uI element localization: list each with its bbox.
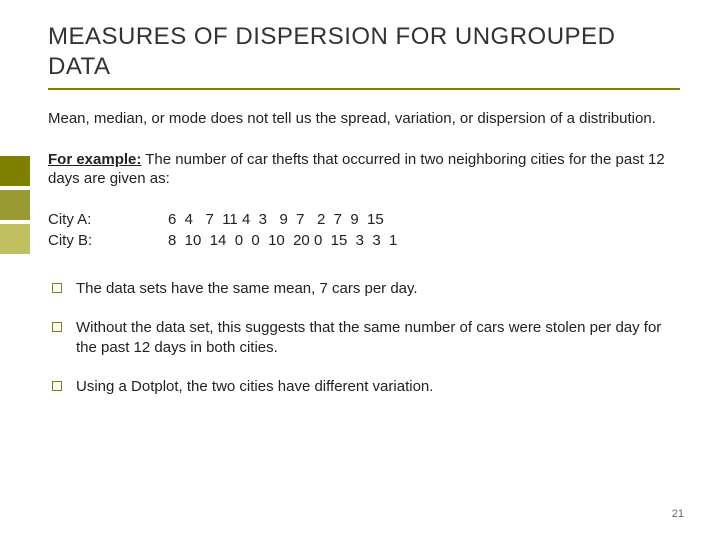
example-paragraph: For example: The number of car thefts th… (48, 151, 680, 189)
list-item: Using a Dotplot, the two cities have dif… (52, 377, 680, 397)
data-values-b: 8 10 14 0 0 10 20 0 15 3 3 1 (168, 231, 397, 251)
data-label-a: City A: (48, 210, 168, 230)
page-title: MEASURES OF DISPERSION FOR UNGROUPED DAT… (48, 22, 680, 82)
bullet-text: Using a Dotplot, the two cities have dif… (76, 377, 433, 397)
data-row-a: City A: 6 4 7 11 4 3 9 7 2 7 9 15 (48, 210, 680, 230)
page-number: 21 (672, 508, 684, 520)
list-item: Without the data set, this suggests that… (52, 318, 680, 357)
data-block: City A: 6 4 7 11 4 3 9 7 2 7 9 15 City B… (48, 210, 680, 251)
title-underline (48, 88, 680, 90)
bullet-list: The data sets have the same mean, 7 cars… (48, 279, 680, 397)
data-values-a: 6 4 7 11 4 3 9 7 2 7 9 15 (168, 210, 384, 230)
data-row-b: City B: 8 10 14 0 0 10 20 0 15 3 3 1 (48, 231, 680, 251)
example-text: The number of car thefts that occurred i… (48, 151, 665, 187)
bullet-text: Without the data set, this suggests that… (76, 318, 680, 357)
data-label-b: City B: (48, 231, 168, 251)
intro-paragraph: Mean, median, or mode does not tell us t… (48, 110, 680, 129)
square-bullet-icon (52, 381, 62, 391)
sidebar-block (0, 156, 30, 186)
list-item: The data sets have the same mean, 7 cars… (52, 279, 680, 299)
sidebar-block (0, 190, 30, 220)
square-bullet-icon (52, 283, 62, 293)
sidebar-block (0, 224, 30, 254)
slide-content: MEASURES OF DISPERSION FOR UNGROUPED DAT… (0, 0, 720, 397)
example-label: For example: (48, 151, 141, 168)
decorative-sidebar (0, 156, 30, 258)
bullet-text: The data sets have the same mean, 7 cars… (76, 279, 418, 299)
square-bullet-icon (52, 322, 62, 332)
